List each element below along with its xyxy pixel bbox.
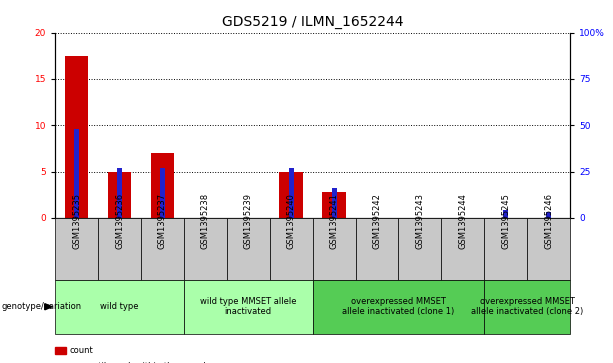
Bar xyxy=(313,280,484,334)
Bar xyxy=(313,218,356,280)
Text: overexpressed MMSET
allele inactivated (clone 2): overexpressed MMSET allele inactivated (… xyxy=(471,297,584,317)
Title: GDS5219 / ILMN_1652244: GDS5219 / ILMN_1652244 xyxy=(222,15,403,29)
Bar xyxy=(184,218,227,280)
Text: GSM1395238: GSM1395238 xyxy=(201,192,210,249)
Bar xyxy=(503,211,508,218)
Text: wild type: wild type xyxy=(101,302,139,311)
Text: GSM1395244: GSM1395244 xyxy=(459,193,467,249)
Text: GSM1395245: GSM1395245 xyxy=(501,193,510,249)
Bar xyxy=(141,218,184,280)
Text: wild type MMSET allele
inactivated: wild type MMSET allele inactivated xyxy=(200,297,297,317)
Bar xyxy=(332,188,337,218)
Bar xyxy=(160,168,165,218)
Bar xyxy=(484,280,570,334)
Bar xyxy=(546,212,551,218)
Bar xyxy=(280,171,303,218)
Bar xyxy=(184,280,313,334)
Bar xyxy=(55,280,184,334)
Bar xyxy=(270,218,313,280)
Text: GSM1395246: GSM1395246 xyxy=(544,193,553,249)
Bar xyxy=(74,129,79,218)
Bar xyxy=(398,218,441,280)
Bar xyxy=(441,218,484,280)
Bar xyxy=(117,168,122,218)
Bar xyxy=(356,218,398,280)
Bar xyxy=(108,171,131,218)
Text: count: count xyxy=(69,346,93,355)
Bar xyxy=(98,218,141,280)
Bar xyxy=(484,218,527,280)
Text: GSM1395241: GSM1395241 xyxy=(330,193,338,249)
Text: GSM1395240: GSM1395240 xyxy=(287,193,295,249)
Bar xyxy=(527,218,570,280)
Text: genotype/variation: genotype/variation xyxy=(1,302,82,311)
Bar xyxy=(55,347,66,354)
Bar xyxy=(55,218,98,280)
Text: GSM1395243: GSM1395243 xyxy=(416,193,424,249)
Text: GSM1395236: GSM1395236 xyxy=(115,192,124,249)
Bar xyxy=(289,168,294,218)
Text: GSM1395239: GSM1395239 xyxy=(244,193,253,249)
Bar xyxy=(151,153,174,218)
Bar xyxy=(227,218,270,280)
Text: overexpressed MMSET
allele inactivated (clone 1): overexpressed MMSET allele inactivated (… xyxy=(342,297,455,317)
Bar xyxy=(322,192,346,218)
Text: GSM1395242: GSM1395242 xyxy=(373,193,381,249)
Text: GSM1395235: GSM1395235 xyxy=(72,193,81,249)
Bar xyxy=(65,56,88,218)
Text: GSM1395237: GSM1395237 xyxy=(158,192,167,249)
